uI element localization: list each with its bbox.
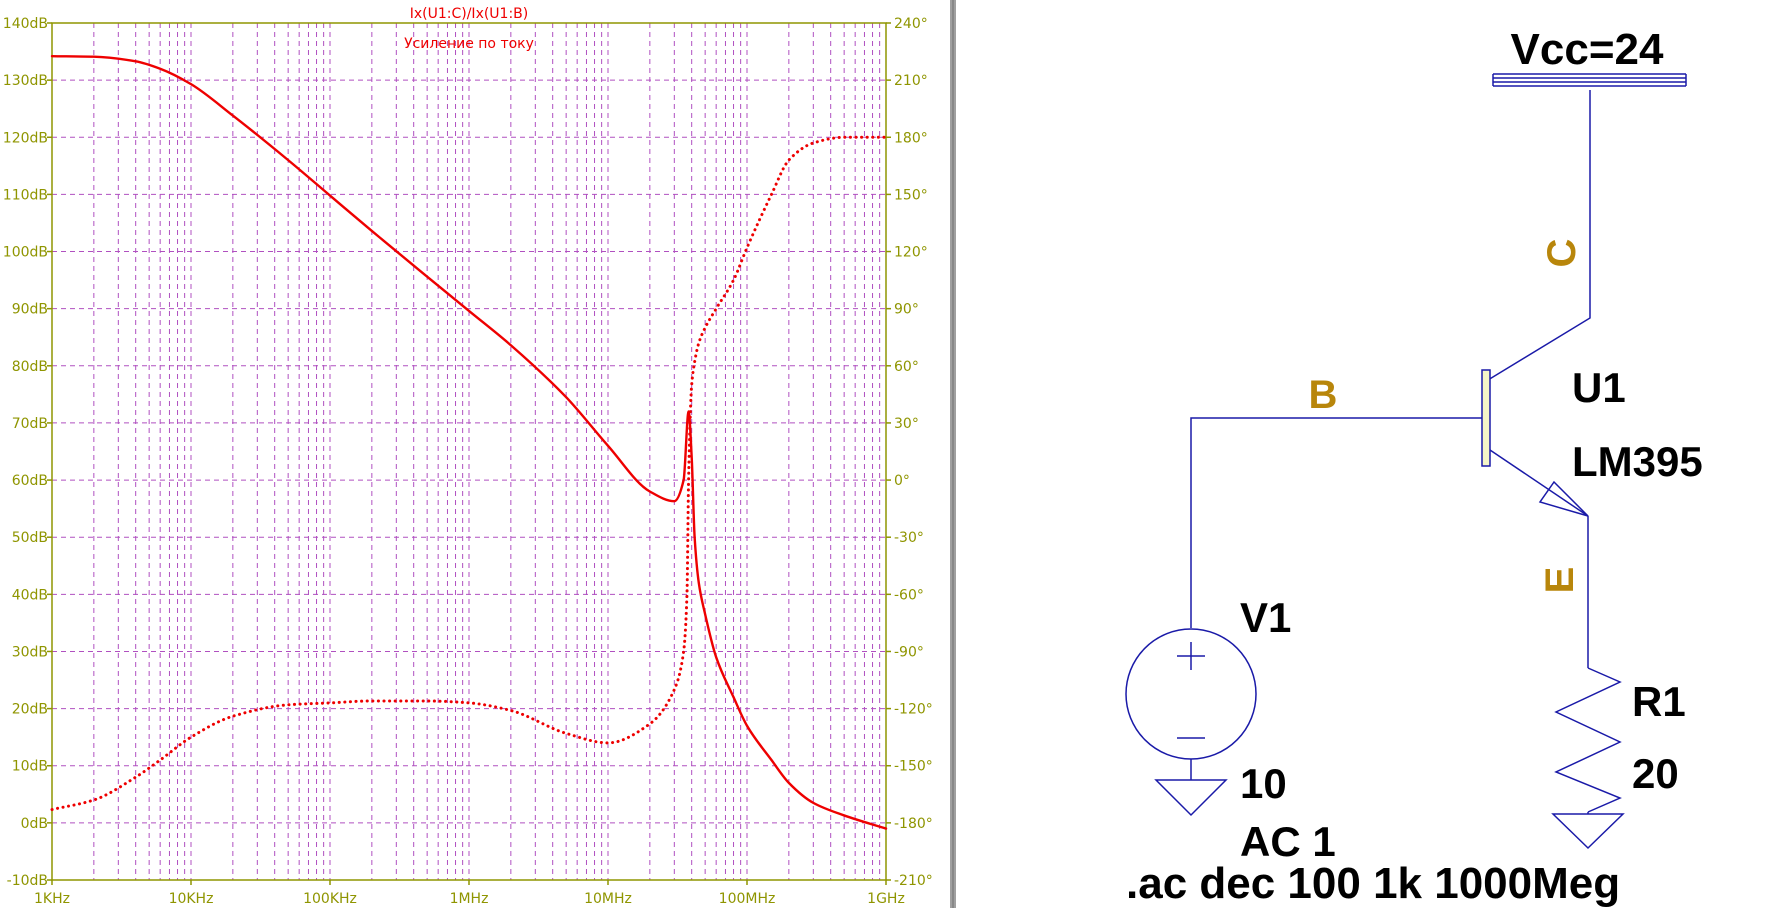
y-left-tick-label: 0dB xyxy=(21,816,48,832)
vcc-supply-flag[interactable] xyxy=(1492,73,1687,87)
x-tick-label: 1MHz xyxy=(450,891,489,907)
y-left-tick-label: 60dB xyxy=(12,473,48,489)
plot-background xyxy=(0,0,955,908)
collector-wire[interactable] xyxy=(1487,90,1591,381)
vcc-label[interactable]: Vcc=24 xyxy=(1511,25,1664,74)
plot-grid xyxy=(52,23,886,880)
y-right-tick-label: 60° xyxy=(894,359,919,375)
y-right-tick-label: 0° xyxy=(894,473,910,489)
x-tick-label: 1KHz xyxy=(34,891,70,907)
resistor-r1[interactable] xyxy=(1551,667,1625,850)
y-left-tick-label: 40dB xyxy=(12,587,48,603)
y-right-tick-label: -90° xyxy=(894,644,924,660)
resistor-value-label[interactable]: 20 xyxy=(1632,750,1679,797)
y-left-tick-label: 50dB xyxy=(12,530,48,546)
y-left-tick-label: 90dB xyxy=(12,302,48,318)
y-left-tick-label: 120dB xyxy=(3,130,48,146)
trace-name-label[interactable]: Ix(U1:C)/Ix(U1:B) xyxy=(410,6,529,22)
y-left-tick-label: -10dB xyxy=(7,873,48,889)
schematic-pane[interactable]: Vcc=24 C U1 LM395 B V1 10 AC 1 E xyxy=(956,0,1787,908)
transistor-model-label[interactable]: LM395 xyxy=(1572,438,1703,485)
waveform-plot-pane[interactable]: 1KHz 10KHz 100KHz 1MHz 10MHz 100MHz 1GHz 140dB 1… xyxy=(0,0,955,908)
y-right-tick-label: -180° xyxy=(894,816,933,832)
plot-annotation-text: Усиление по току xyxy=(404,36,534,52)
ground-icon xyxy=(1154,779,1228,817)
y-right-tick-label: 90° xyxy=(894,302,919,318)
y-right-tick-label: 150° xyxy=(894,187,928,203)
x-tick-label: 10KHz xyxy=(169,891,214,907)
y-right-tick-label: 120° xyxy=(894,245,928,261)
y-left-tick-label: 100dB xyxy=(3,245,48,261)
spice-directive[interactable]: .ac dec 100 1k 1000Meg xyxy=(1126,859,1620,908)
y-left-tick-label: 10dB xyxy=(12,759,48,775)
net-label-e[interactable]: E xyxy=(1538,567,1582,594)
voltage-source-v1[interactable] xyxy=(1125,628,1257,817)
resistor-zigzag-icon xyxy=(1554,667,1622,813)
x-tick-label: 100KHz xyxy=(303,891,357,907)
y-left-tick-label: 110dB xyxy=(3,187,48,203)
y-right-tick-label: -120° xyxy=(894,702,933,718)
plot-ticks: 1KHz 10KHz 100KHz 1MHz 10MHz 100MHz 1GHz 140dB 1… xyxy=(3,16,933,907)
emitter-arrow-icon xyxy=(1538,480,1589,517)
transistor-ref-label[interactable]: U1 xyxy=(1572,364,1626,411)
y-right-tick-label: -210° xyxy=(894,873,933,889)
x-tick-label: 10MHz xyxy=(584,891,632,907)
y-left-tick-label: 20dB xyxy=(12,702,48,718)
y-left-tick-label: 80dB xyxy=(12,359,48,375)
y-left-tick-label: 70dB xyxy=(12,416,48,432)
y-left-tick-label: 30dB xyxy=(12,644,48,660)
ground-icon-r1 xyxy=(1551,813,1625,850)
emitter-lead xyxy=(1489,449,1589,517)
y-left-tick-label: 130dB xyxy=(3,73,48,89)
schematic-background xyxy=(956,0,1787,908)
transistor-base-bar xyxy=(1481,369,1491,467)
y-left-tick-label: 140dB xyxy=(3,16,48,32)
y-right-tick-label: 180° xyxy=(894,130,928,146)
y-right-tick-label: -150° xyxy=(894,759,933,775)
x-tick-label: 1GHz xyxy=(867,891,905,907)
base-wire[interactable] xyxy=(1190,417,1482,628)
source-value-label[interactable]: 10 xyxy=(1240,760,1287,807)
resistor-ref-label[interactable]: R1 xyxy=(1632,678,1686,725)
y-right-tick-label: 210° xyxy=(894,73,928,89)
y-right-tick-label: 240° xyxy=(894,16,928,32)
y-right-tick-label: -30° xyxy=(894,530,924,546)
y-right-tick-label: 30° xyxy=(894,416,919,432)
phase-trace xyxy=(50,135,888,812)
source-ac-label[interactable]: AC 1 xyxy=(1240,818,1336,865)
source-ref-label[interactable]: V1 xyxy=(1240,594,1291,641)
y-right-tick-label: -60° xyxy=(894,587,924,603)
magnitude-trace xyxy=(50,54,888,830)
net-label-b[interactable]: B xyxy=(1309,373,1338,417)
plot-traces xyxy=(50,54,888,830)
net-label-c[interactable]: C xyxy=(1540,239,1584,268)
x-tick-label: 100MHz xyxy=(719,891,776,907)
